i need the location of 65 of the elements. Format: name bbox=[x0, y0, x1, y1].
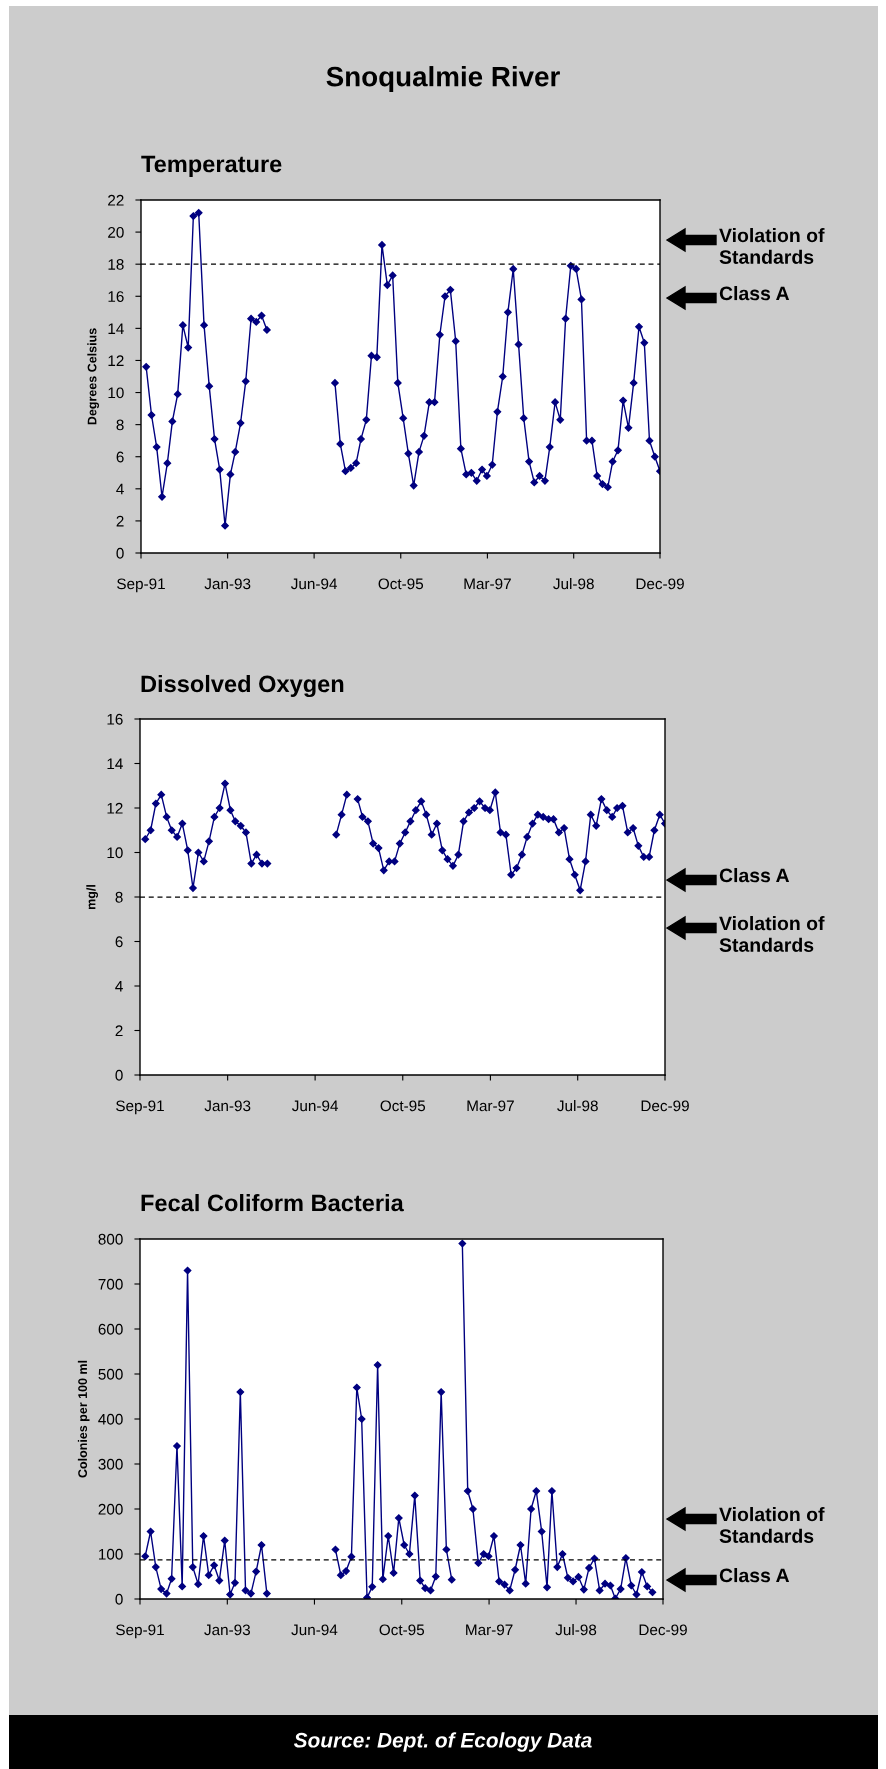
x-tick-label: Jul-98 bbox=[553, 578, 594, 590]
y-tick-label: 16 bbox=[107, 713, 123, 725]
x-tick-label: Mar-97 bbox=[467, 1100, 514, 1112]
x-tick-label: Mar-97 bbox=[466, 1624, 513, 1636]
y-tick-label: 6 bbox=[115, 936, 123, 948]
source-note: Source: Dept. of Ecology Data bbox=[293, 1732, 592, 1752]
y-tick-label: 0 bbox=[115, 1069, 123, 1081]
y-tick-label: 8 bbox=[115, 891, 123, 903]
y-axis-title: Colonies per 100 ml bbox=[77, 1360, 90, 1478]
y-tick-label: 2 bbox=[115, 1025, 123, 1037]
text: Class A bbox=[719, 1568, 790, 1583]
y-tick-label: 8 bbox=[116, 419, 124, 431]
x-tick-label: Dec-99 bbox=[636, 578, 684, 590]
y-axis-title: Degrees Celsius bbox=[87, 328, 100, 425]
y-tick-label: 12 bbox=[107, 802, 123, 814]
y-tick-label: 200 bbox=[98, 1503, 123, 1515]
text: Class A bbox=[719, 286, 790, 301]
y-tick-label: 400 bbox=[98, 1413, 123, 1425]
x-tick-label: Jul-98 bbox=[557, 1100, 598, 1112]
text: Class A bbox=[719, 868, 790, 883]
x-tick-label: Oct-95 bbox=[378, 578, 424, 590]
x-tick-label: Oct-95 bbox=[380, 1100, 426, 1112]
y-tick-label: 14 bbox=[108, 323, 124, 334]
y-tick-label: 500 bbox=[98, 1368, 123, 1380]
chart-title: Dissolved Oxygen bbox=[141, 674, 344, 698]
chart-title: Fecal Coliform Bacteria bbox=[141, 1193, 404, 1212]
y-tick-label: 12 bbox=[108, 355, 124, 366]
text: Violation of Standards bbox=[719, 228, 825, 264]
x-tick-label: Jan-93 bbox=[204, 1100, 251, 1112]
y-tick-label: 20 bbox=[108, 226, 124, 238]
y-tick-label: 0 bbox=[116, 547, 124, 559]
y-tick-label: 700 bbox=[98, 1278, 123, 1290]
y-tick-label: 22 bbox=[108, 194, 124, 206]
x-tick-label: Dec-99 bbox=[641, 1100, 689, 1112]
y-tick-label: 16 bbox=[108, 291, 124, 302]
y-tick-label: 6 bbox=[116, 451, 124, 463]
text: Violation of Standards bbox=[719, 1507, 825, 1543]
y-tick-label: 10 bbox=[108, 387, 124, 399]
x-tick-label: Mar-97 bbox=[464, 578, 511, 590]
y-tick-label: 0 bbox=[115, 1593, 123, 1605]
y-tick-label: 4 bbox=[115, 981, 123, 992]
y-tick-label: 600 bbox=[98, 1323, 123, 1335]
x-tick-label: Sep-91 bbox=[116, 1624, 164, 1639]
x-tick-label: Sep-91 bbox=[117, 578, 165, 593]
y-axis-title: mg/l bbox=[86, 885, 99, 910]
chart-subtitle: Temperature bbox=[141, 155, 282, 177]
y-tick-label: 800 bbox=[98, 1233, 123, 1245]
x-tick-label: Sep-91 bbox=[116, 1100, 164, 1115]
chart-title: Snoqualmie River bbox=[326, 66, 560, 92]
x-tick-label: Jan-93 bbox=[204, 578, 251, 590]
y-tick-label: 18 bbox=[108, 259, 124, 270]
y-tick-label: 2 bbox=[116, 515, 124, 527]
x-tick-label: Jun-94 bbox=[291, 578, 338, 590]
x-tick-label: Dec-99 bbox=[639, 1624, 687, 1636]
y-tick-label: 10 bbox=[107, 847, 123, 859]
x-tick-label: Jun-94 bbox=[291, 1624, 338, 1636]
y-tick-label: 4 bbox=[116, 483, 124, 495]
x-tick-label: Jun-94 bbox=[292, 1100, 339, 1112]
x-tick-label: Oct-95 bbox=[379, 1624, 425, 1636]
y-tick-label: 100 bbox=[99, 1548, 123, 1560]
y-tick-label: 14 bbox=[107, 758, 123, 770]
text: Violation of Standards bbox=[719, 916, 825, 952]
y-tick-label: 300 bbox=[98, 1458, 123, 1470]
x-tick-label: Jan-93 bbox=[204, 1624, 250, 1636]
x-tick-label: Jul-98 bbox=[555, 1624, 597, 1636]
